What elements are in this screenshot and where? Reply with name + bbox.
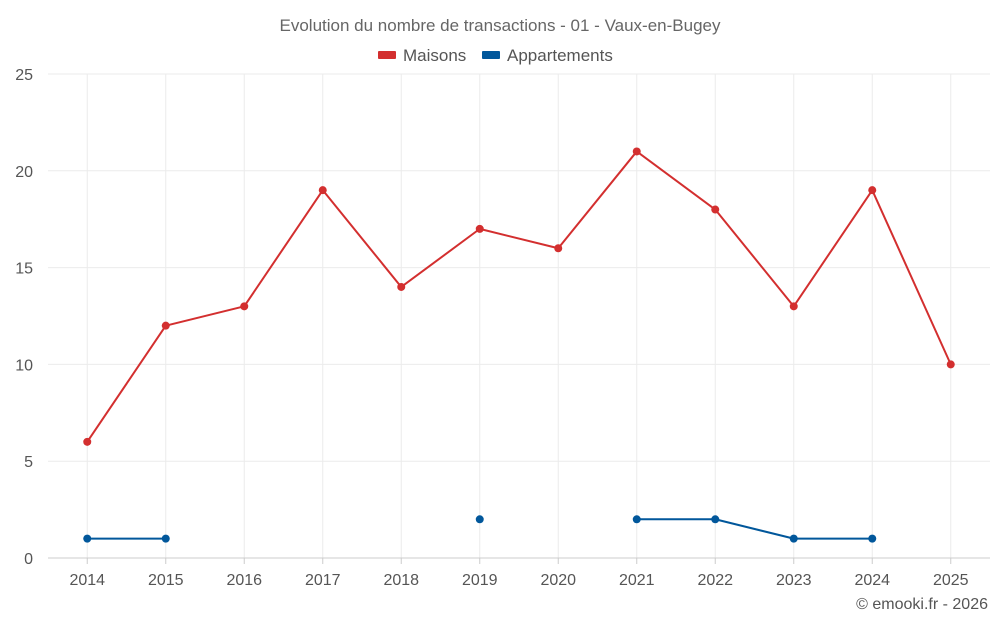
data-point-appartements[interactable] [475,515,484,524]
data-point-maisons[interactable] [868,186,877,195]
data-point-appartements[interactable] [161,534,170,543]
legend-label-maisons: Maisons [403,46,466,65]
data-point-maisons[interactable] [397,282,406,291]
data-point-appartements[interactable] [789,534,798,543]
legend-swatch-appartements [482,51,500,59]
data-point-maisons[interactable] [161,321,170,330]
grid [48,73,990,558]
series-appartements [83,515,877,543]
legend-item-maisons[interactable]: Maisons [378,46,466,65]
x-tick-label: 2019 [462,572,498,589]
y-tick-label: 10 [15,357,33,374]
x-tick-label: 2022 [697,572,733,589]
x-tick-label: 2017 [305,572,341,589]
x-tick-label: 2015 [148,572,184,589]
data-point-appartements[interactable] [868,534,877,543]
data-point-appartements[interactable] [711,515,720,524]
legend-item-appartements[interactable]: Appartements [482,46,613,65]
y-tick-label: 25 [15,67,33,84]
x-tick-label: 2023 [776,572,812,589]
series-line-maisons [86,150,952,443]
y-tick-label: 5 [24,454,33,471]
data-point-appartements[interactable] [632,515,641,524]
data-point-maisons[interactable] [318,186,327,195]
data-point-appartements[interactable] [83,534,92,543]
x-tick-label: 2020 [540,572,576,589]
data-point-maisons[interactable] [240,302,249,311]
data-point-maisons[interactable] [475,224,484,233]
data-point-maisons[interactable] [711,205,720,214]
y-tick-label: 15 [15,261,33,278]
data-point-maisons[interactable] [632,147,641,156]
series-line-appartements [636,518,873,540]
chart-title: Evolution du nombre de transactions - 01… [280,16,721,35]
x-tick-label: 2024 [854,572,890,589]
legend-label-appartements: Appartements [507,46,613,65]
series-maisons [83,147,955,446]
x-tick-label: 2025 [933,572,969,589]
legend-swatch-maisons [378,51,396,59]
x-tick-label: 2016 [226,572,262,589]
data-point-maisons[interactable] [946,360,955,369]
x-tick-label: 2021 [619,572,655,589]
x-tick-label: 2014 [69,572,105,589]
data-point-maisons[interactable] [789,302,798,311]
y-tick-label: 0 [24,551,33,568]
data-point-maisons[interactable] [83,437,92,446]
x-tick-label: 2018 [383,572,419,589]
series [83,147,955,543]
credit-text: © emooki.fr - 2026 [856,596,988,613]
y-tick-label: 20 [15,164,33,181]
data-point-maisons[interactable] [554,244,563,253]
legend: Maisons Appartements [378,46,613,65]
